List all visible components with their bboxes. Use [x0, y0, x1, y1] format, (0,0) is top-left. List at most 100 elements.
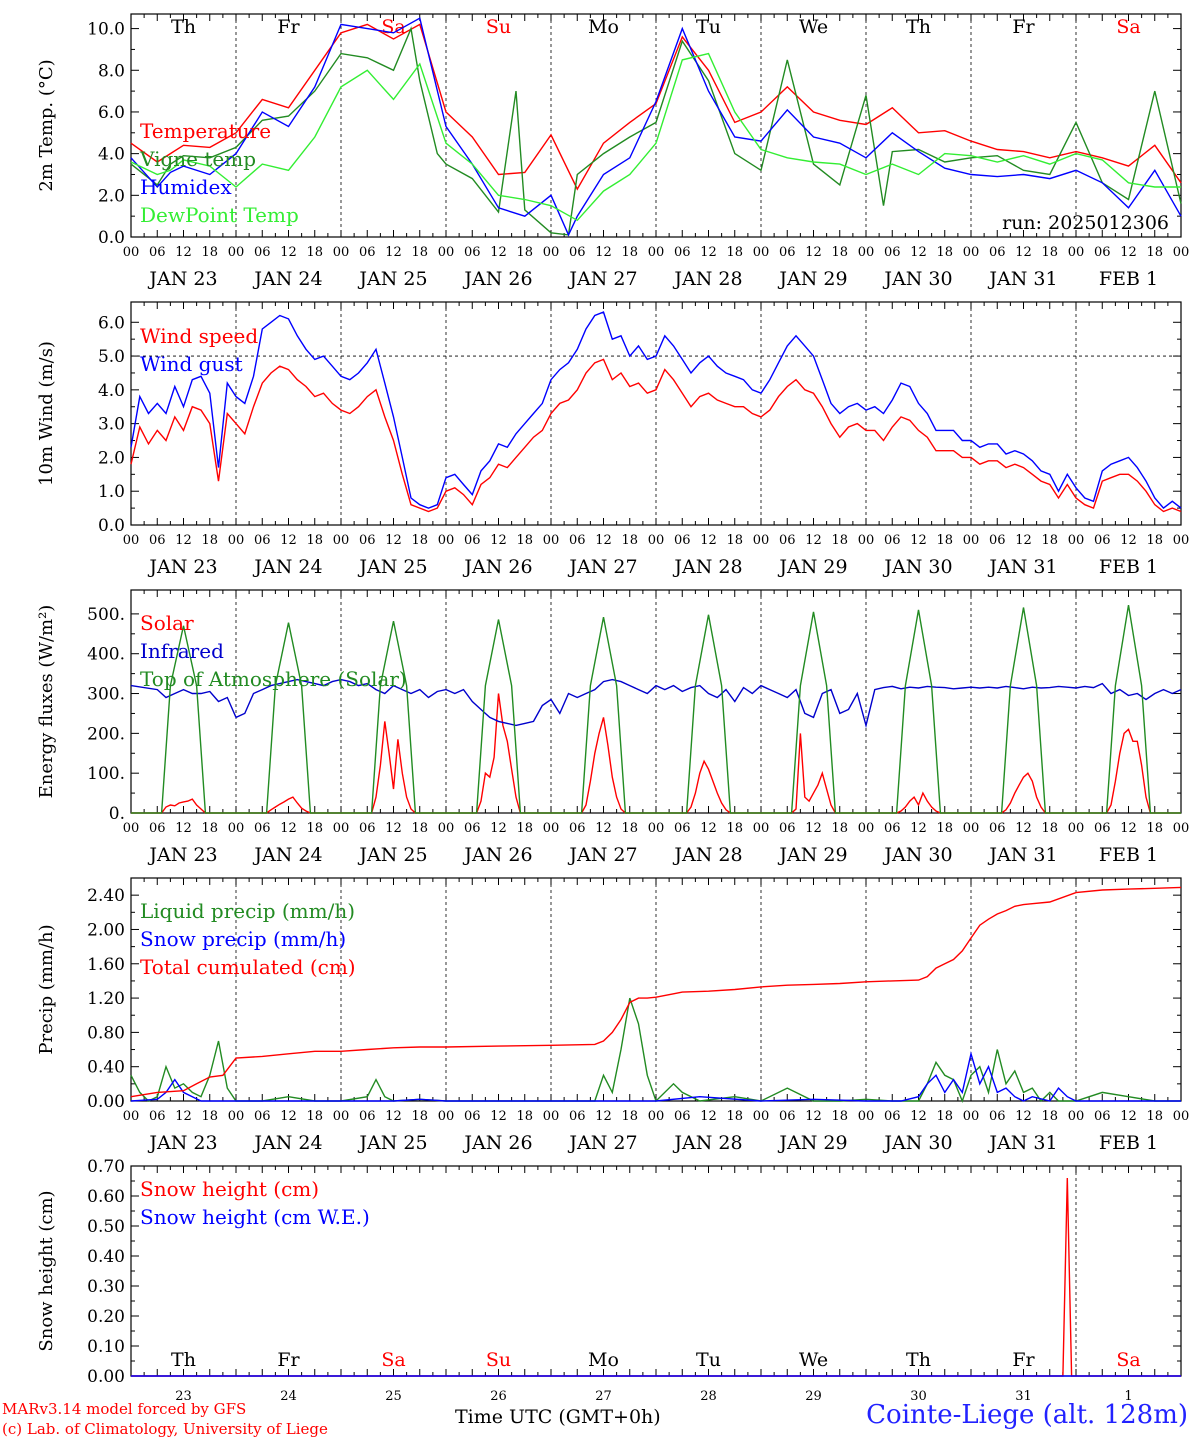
y-tick-label: 4.0	[98, 145, 125, 165]
hour-tick-label: 06	[149, 821, 166, 836]
hour-tick-label: 00	[333, 533, 350, 548]
legend-entry: Snow precip (mm/h)	[140, 927, 346, 951]
hour-tick-label: 12	[595, 1109, 612, 1124]
series-line	[130, 23, 1182, 191]
hour-tick-label: 00	[438, 533, 455, 548]
hour-tick-label: 18	[831, 245, 848, 260]
y-tick-label: 1.20	[87, 989, 125, 1009]
day-number-label: 30	[910, 1389, 927, 1404]
hour-tick-label: 12	[595, 245, 612, 260]
hour-tick-label: 06	[149, 533, 166, 548]
hour-tick-label: 00	[543, 533, 560, 548]
series-line	[130, 17, 1182, 237]
date-label: JAN 27	[567, 268, 637, 290]
hour-tick-label: 06	[254, 245, 271, 260]
hour-tick-label: 18	[621, 245, 638, 260]
date-label: JAN 30	[882, 844, 952, 866]
y-axis-label: Precip (mm/h)	[36, 924, 57, 1054]
hour-tick-label: 18	[831, 821, 848, 836]
hour-tick-label: 12	[175, 1109, 192, 1124]
hour-tick-label: 18	[411, 245, 428, 260]
day-number-label: 31	[1015, 1389, 1032, 1404]
y-tick-label: 0.80	[87, 1023, 125, 1043]
y-tick-label: 10.0	[87, 20, 125, 40]
hour-tick-label: 00	[123, 533, 140, 548]
legend-entry: Total cumulated (cm)	[140, 955, 356, 979]
series-line	[130, 997, 1181, 1103]
hour-tick-label: 00	[753, 821, 770, 836]
date-label: JAN 23	[147, 844, 217, 866]
weekday-label: Mo	[588, 16, 619, 38]
weekday-label: We	[799, 1349, 828, 1371]
y-tick-label: 1.0	[98, 482, 125, 502]
legend-entry: Liquid precip (mm/h)	[140, 899, 355, 923]
hour-tick-label: 18	[726, 533, 743, 548]
legend-entry: Snow height (cm)	[140, 1177, 319, 1201]
series-line	[130, 358, 1182, 513]
weekday-label: Sa	[381, 1349, 405, 1371]
date-label: JAN 30	[882, 1132, 952, 1154]
date-label: JAN 24	[252, 844, 322, 866]
hour-tick-label: 00	[543, 1109, 560, 1124]
y-tick-label: 0.70	[87, 1157, 125, 1177]
hour-tick-label: 18	[936, 533, 953, 548]
hour-tick-label: 00	[1173, 245, 1190, 260]
date-label: JAN 30	[882, 268, 952, 290]
hour-tick-label: 18	[621, 533, 638, 548]
hour-tick-label: 12	[490, 245, 507, 260]
series-line	[130, 678, 1182, 729]
hour-tick-label: 06	[779, 245, 796, 260]
hour-tick-label: 06	[1094, 821, 1111, 836]
y-tick-label: 2.0	[98, 186, 125, 206]
hour-tick-label: 18	[201, 245, 218, 260]
day-number-label: 28	[700, 1389, 717, 1404]
date-label: FEB 1	[1099, 1132, 1158, 1154]
hour-tick-label: 12	[595, 533, 612, 548]
hour-tick-label: 12	[1015, 821, 1032, 836]
date-label: JAN 25	[357, 268, 427, 290]
legend-entry: DewPoint Temp	[140, 203, 299, 227]
date-label: JAN 29	[777, 844, 847, 866]
weekday-label: Th	[171, 1349, 196, 1371]
hour-tick-label: 00	[228, 1109, 245, 1124]
date-label: JAN 26	[462, 844, 532, 866]
weekday-label: Th	[906, 1349, 931, 1371]
hour-tick-label: 00	[963, 245, 980, 260]
y-tick-label: 0.10	[87, 1337, 125, 1357]
hour-tick-label: 00	[438, 1109, 455, 1124]
hour-tick-label: 00	[963, 533, 980, 548]
hour-tick-label: 12	[490, 1109, 507, 1124]
hour-tick-label: 12	[805, 821, 822, 836]
hour-tick-label: 18	[726, 821, 743, 836]
y-tick-label: 0.30	[87, 1277, 125, 1297]
hour-tick-label: 06	[779, 533, 796, 548]
hour-tick-label: 00	[228, 533, 245, 548]
day-number-label: 1	[1124, 1389, 1132, 1404]
hour-tick-label: 12	[700, 245, 717, 260]
hour-tick-label: 00	[438, 821, 455, 836]
hour-tick-label: 12	[1120, 245, 1137, 260]
hour-tick-label: 18	[1146, 245, 1163, 260]
hour-tick-label: 12	[700, 1109, 717, 1124]
hour-tick-label: 00	[648, 821, 665, 836]
day-number-label: 24	[280, 1389, 297, 1404]
y-tick-label: 2.00	[87, 920, 125, 940]
hour-tick-label: 12	[385, 245, 402, 260]
weekday-label: Th	[171, 16, 196, 38]
hour-tick-label: 18	[411, 1109, 428, 1124]
hour-tick-label: 00	[228, 821, 245, 836]
hour-tick-label: 18	[1146, 533, 1163, 548]
y-tick-label: 300.	[87, 685, 125, 705]
date-label: JAN 26	[462, 556, 532, 578]
date-label: JAN 25	[357, 556, 427, 578]
date-label: JAN 26	[462, 268, 532, 290]
time-axis-label: Time UTC (GMT+0h)	[455, 1406, 661, 1428]
weekday-label: Fr	[277, 16, 300, 38]
hour-tick-label: 06	[359, 245, 376, 260]
day-number-label: 27	[595, 1389, 612, 1404]
hour-tick-label: 18	[411, 533, 428, 548]
hour-tick-label: 06	[464, 533, 481, 548]
hour-tick-label: 12	[175, 821, 192, 836]
hour-tick-label: 12	[1015, 533, 1032, 548]
